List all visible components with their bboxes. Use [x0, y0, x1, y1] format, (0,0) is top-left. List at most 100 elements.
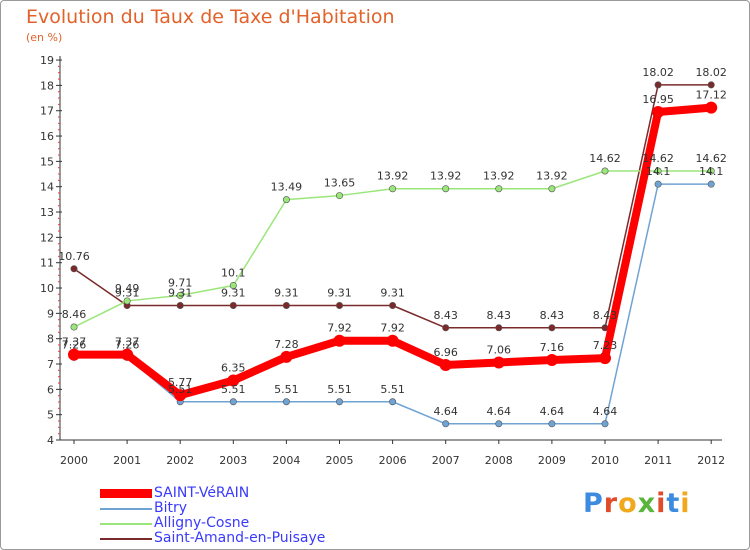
data-label: 17.12: [695, 89, 727, 102]
data-label: 9.31: [327, 286, 352, 299]
data-label: 5.77: [168, 376, 193, 389]
data-point: [707, 180, 715, 188]
data-label: 7.26: [115, 338, 140, 351]
data-point: [601, 420, 609, 428]
logo-letter: i: [656, 488, 667, 519]
data-point: [495, 420, 503, 428]
y-tick-label: 5: [47, 409, 54, 422]
data-point: [282, 301, 290, 309]
data-label: 9.49: [115, 282, 140, 295]
data-point: [333, 334, 346, 347]
data-label: 4.64: [540, 405, 565, 418]
data-point: [601, 167, 609, 175]
data-label: 5.51: [274, 383, 299, 396]
data-label: 14.62: [695, 152, 727, 165]
data-point: [654, 167, 662, 175]
y-tick-label: 14: [40, 181, 54, 194]
data-point: [654, 81, 662, 89]
data-label: 7.23: [593, 339, 618, 352]
data-point: [280, 350, 293, 363]
data-point: [68, 348, 80, 361]
data-point: [707, 167, 715, 175]
data-point: [229, 281, 237, 289]
data-label: 8.43: [487, 309, 512, 322]
x-tick-label: 2005: [326, 454, 354, 467]
legend-label: Bitry: [154, 500, 188, 516]
data-point: [707, 81, 715, 89]
data-label: 9.31: [380, 286, 405, 299]
data-point: [229, 398, 237, 406]
data-label: 13.92: [377, 170, 409, 183]
data-label: 14.62: [589, 152, 621, 165]
x-tick-label: 2001: [113, 454, 141, 467]
data-label: 6.35: [221, 361, 246, 374]
data-label: 13.92: [536, 170, 568, 183]
data-label: 14.1: [646, 165, 671, 178]
y-tick-label: 10: [40, 282, 54, 295]
data-label: 13.49: [271, 181, 303, 194]
y-tick-label: 6: [47, 383, 54, 396]
data-label: 9.31: [274, 286, 299, 299]
y-tick-label: 12: [40, 231, 54, 244]
data-label: 10.1: [221, 266, 246, 279]
data-label: 7.16: [540, 341, 565, 354]
data-point: [442, 324, 450, 332]
y-tick-label: 18: [40, 79, 54, 92]
data-point: [548, 324, 556, 332]
data-label: 4.64: [593, 405, 618, 418]
data-point: [282, 196, 290, 204]
data-label: 9.31: [115, 286, 140, 299]
data-point: [495, 324, 503, 332]
data-point: [335, 192, 343, 200]
data-label: 18.02: [642, 66, 674, 79]
data-point: [227, 374, 240, 387]
data-label: 8.46: [62, 308, 87, 321]
legend-swatch: [100, 537, 152, 540]
data-label: 8.43: [540, 309, 565, 322]
x-tick-label: 2006: [379, 454, 407, 467]
data-point: [389, 301, 397, 309]
data-label: 9.31: [221, 286, 246, 299]
y-tick-label: 15: [40, 155, 54, 168]
data-point: [389, 398, 397, 406]
data-label: 13.92: [483, 170, 515, 183]
y-tick-label: 7: [47, 358, 54, 371]
legend-label: Alligny-Cosne: [154, 515, 250, 531]
data-label: 5.51: [380, 383, 405, 396]
chart-legend: SAINT-VéRAIN Bitry Alligny-Cosne Saint-Aman…: [100, 486, 325, 546]
data-point: [229, 301, 237, 309]
legend-swatch: [100, 507, 152, 510]
data-point: [599, 352, 611, 365]
data-point: [174, 389, 187, 402]
data-point: [335, 398, 343, 406]
data-point: [176, 301, 184, 309]
data-point: [389, 185, 397, 193]
data-label: 7.28: [274, 338, 299, 351]
y-tick-label: 4: [47, 434, 54, 447]
y-tick-label: 17: [40, 105, 54, 118]
data-label: 7.37: [62, 336, 87, 349]
data-point: [548, 185, 556, 193]
legend-item: Bitry: [100, 501, 325, 516]
x-tick-label: 2002: [166, 454, 194, 467]
data-point: [335, 301, 343, 309]
data-point: [705, 101, 718, 114]
data-label: 5.51: [221, 383, 246, 396]
data-label: 9.71: [168, 276, 193, 289]
legend-item: Alligny-Cosne: [100, 516, 325, 531]
data-label: 7.92: [327, 322, 352, 335]
data-label: 13.65: [324, 177, 356, 190]
logo-letter: o: [618, 488, 638, 519]
data-label: 6.96: [433, 346, 458, 359]
data-point: [123, 297, 131, 305]
y-tick-label: 19: [40, 54, 54, 67]
data-point: [386, 334, 399, 347]
data-label: 14.1: [699, 165, 724, 178]
x-tick-label: 2010: [591, 454, 619, 467]
logo-letter: t: [666, 488, 681, 519]
legend-swatch: [100, 522, 152, 525]
data-point: [545, 353, 558, 366]
data-label: 16.95: [642, 93, 674, 106]
data-point: [442, 185, 450, 193]
data-point: [439, 359, 452, 372]
